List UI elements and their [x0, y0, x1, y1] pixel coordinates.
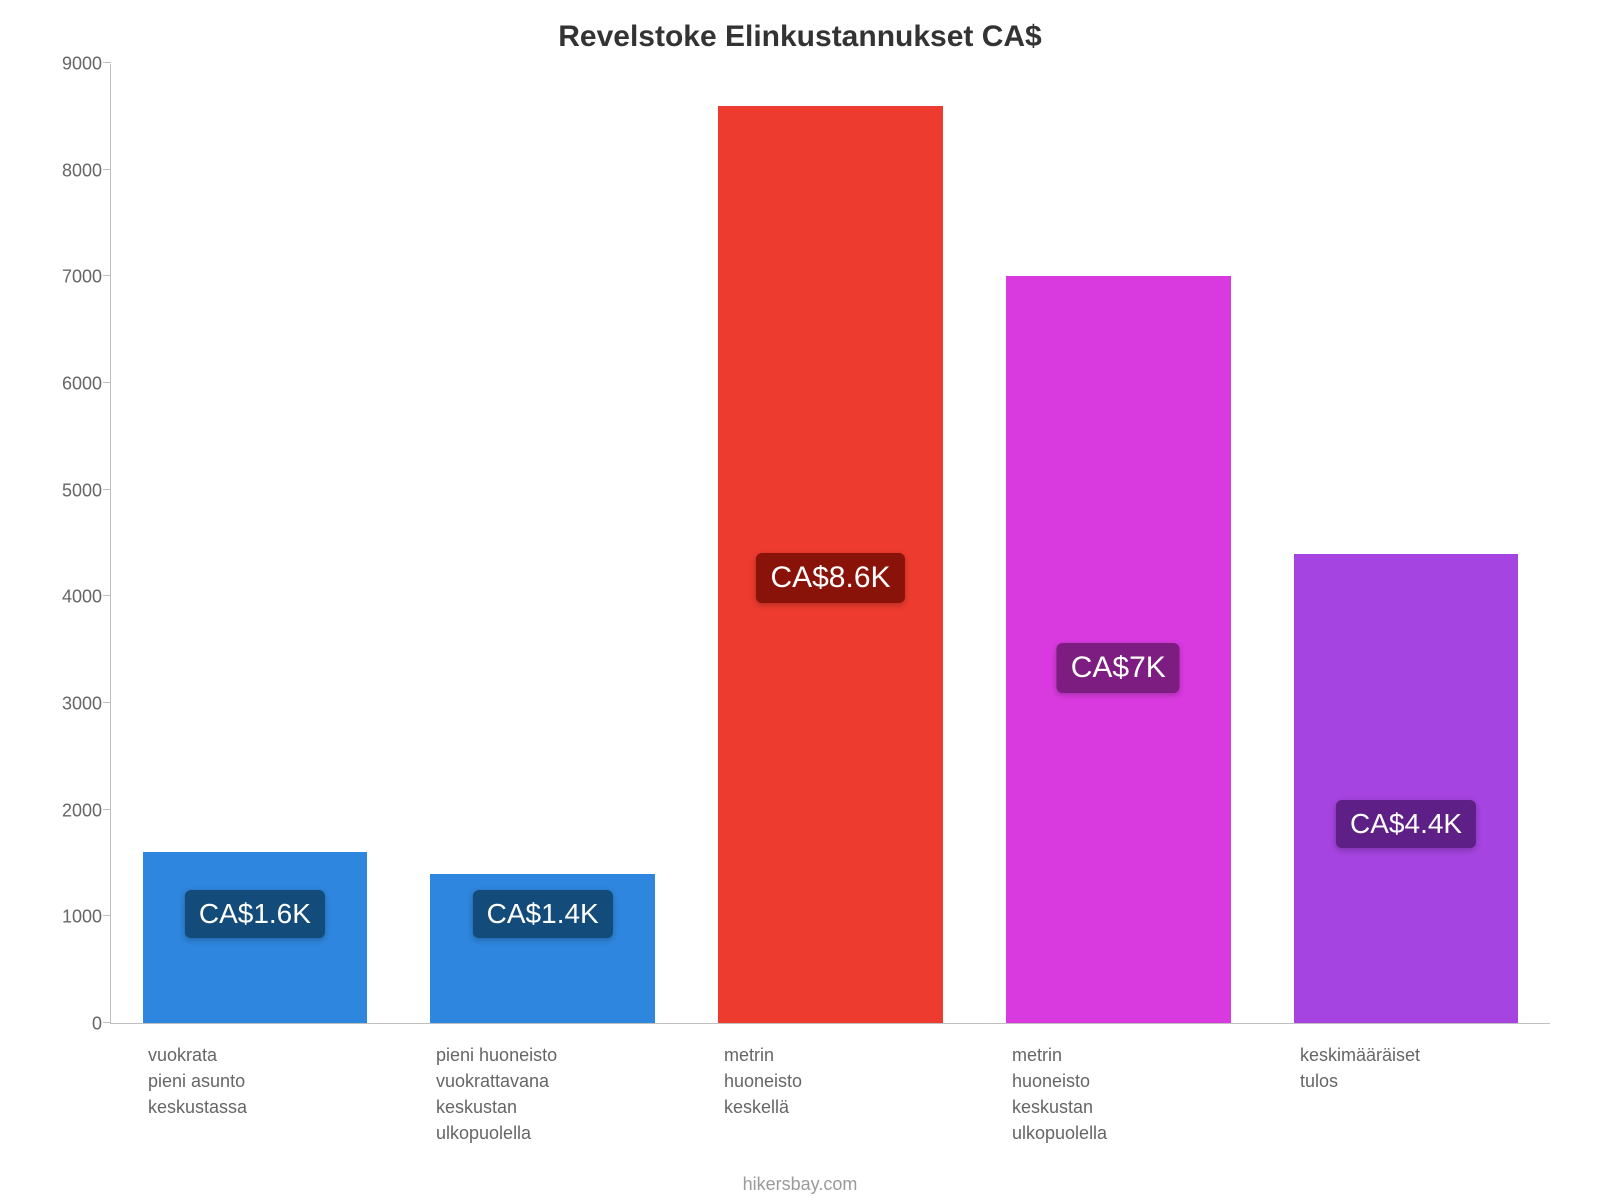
x-label-slot: vuokrata pieni asunto keskustassa: [110, 1042, 398, 1146]
y-tick-label: 4000: [50, 587, 102, 608]
plot-area: CA$1.6K CA$1.4K CA$8.6K CA$7K CA$4.4K: [110, 64, 1550, 1024]
bars-container: CA$1.6K CA$1.4K CA$8.6K CA$7K CA$4.4K: [111, 64, 1550, 1023]
bar: CA$4.4K: [1294, 554, 1518, 1023]
y-axis: 0100020003000400050006000700080009000: [50, 64, 110, 1024]
x-label: keskimääräiset tulos: [1300, 1042, 1420, 1146]
y-tick-mark: [103, 915, 111, 916]
x-label: vuokrata pieni asunto keskustassa: [148, 1042, 247, 1146]
x-label-slot: metrin huoneisto keskustan ulkopuolella: [974, 1042, 1262, 1146]
x-label-slot: keskimääräiset tulos: [1262, 1042, 1550, 1146]
y-tick-mark: [103, 595, 111, 596]
x-label: pieni huoneisto vuokrattavana keskustan …: [436, 1042, 557, 1146]
x-axis: vuokrata pieni asunto keskustassa pieni h…: [110, 1042, 1550, 1146]
bar-slot: CA$8.6K: [687, 64, 975, 1023]
y-tick-label: 1000: [50, 907, 102, 928]
y-tick-mark: [103, 702, 111, 703]
value-badge: CA$4.4K: [1336, 800, 1476, 848]
y-tick-label: 3000: [50, 694, 102, 715]
attribution-text: hikersbay.com: [50, 1174, 1550, 1195]
chart-body: 0100020003000400050006000700080009000 CA…: [50, 64, 1550, 1024]
bar: CA$1.4K: [430, 874, 654, 1023]
y-tick-label: 8000: [50, 160, 102, 181]
cost-of-living-chart: Revelstoke Elinkustannukset CA$ 0 1000 200…: [0, 0, 1600, 1200]
y-tick-mark: [103, 1022, 111, 1023]
bar-slot: CA$7K: [974, 64, 1262, 1023]
y-tick-mark: [103, 169, 111, 170]
y-tick-mark: [103, 489, 111, 490]
y-tick-mark: [103, 62, 111, 63]
bar-slot: CA$4.4K: [1262, 64, 1550, 1023]
chart-title: Revelstoke Elinkustannukset CA$: [50, 20, 1550, 54]
value-badge: CA$1.4K: [473, 890, 613, 938]
x-label: metrin huoneisto keskustan ulkopuolella: [1012, 1042, 1107, 1146]
x-label-slot: metrin huoneisto keskellä: [686, 1042, 974, 1146]
y-tick-label: 5000: [50, 480, 102, 501]
y-tick-label: 9000: [50, 54, 102, 75]
y-tick-mark: [103, 382, 111, 383]
bar: CA$1.6K: [143, 852, 367, 1023]
bar-slot: CA$1.6K: [111, 64, 399, 1023]
y-tick-label: 7000: [50, 267, 102, 288]
bar: CA$7K: [1006, 276, 1230, 1023]
y-tick-label: 2000: [50, 800, 102, 821]
y-tick-mark: [103, 809, 111, 810]
y-tick-label: 6000: [50, 374, 102, 395]
value-badge: CA$8.6K: [756, 553, 904, 603]
value-badge: CA$7K: [1057, 643, 1180, 693]
y-tick-mark: [103, 275, 111, 276]
bar-slot: CA$1.4K: [399, 64, 687, 1023]
bar: CA$8.6K: [718, 106, 942, 1023]
y-tick-label: 0: [50, 1014, 102, 1035]
value-badge: CA$1.6K: [185, 890, 325, 938]
x-label: metrin huoneisto keskellä: [724, 1042, 802, 1146]
x-label-slot: pieni huoneisto vuokrattavana keskustan …: [398, 1042, 686, 1146]
